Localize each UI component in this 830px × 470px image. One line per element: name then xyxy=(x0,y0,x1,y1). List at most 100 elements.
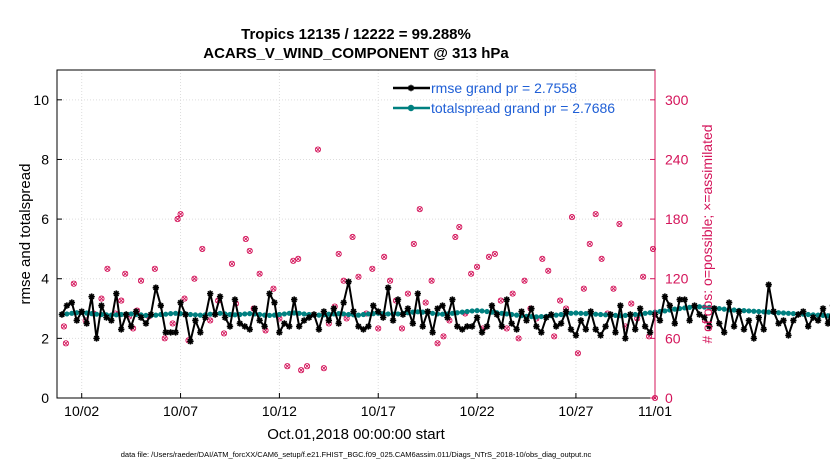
rmse-point xyxy=(666,302,674,309)
legend-marker xyxy=(407,104,415,112)
rmse-point xyxy=(636,305,644,312)
totalspread-point xyxy=(538,313,544,320)
rmse-point xyxy=(216,293,224,300)
rmse-point xyxy=(622,335,629,342)
totalspread-point xyxy=(113,312,119,318)
obs-possible-marker xyxy=(369,265,376,272)
obs-assimilated-marker xyxy=(118,298,124,304)
rmse-point xyxy=(463,323,471,330)
rmse-point xyxy=(725,299,733,306)
obs-assimilated-marker xyxy=(616,221,622,227)
rmse-point xyxy=(231,296,239,303)
obs-possible-marker xyxy=(349,233,356,241)
obs-possible-marker xyxy=(422,299,429,306)
y-tick-label: 8 xyxy=(41,151,49,167)
chart-title-line1: Tropics 12135 / 12222 = 99.288% xyxy=(241,26,471,43)
totalspread-point xyxy=(128,311,134,317)
rmse-point xyxy=(379,314,387,321)
rmse-point xyxy=(211,311,219,318)
obs-possible-marker xyxy=(428,277,435,284)
rmse-point xyxy=(533,323,540,330)
rmse-point xyxy=(419,323,426,330)
rmse-point xyxy=(162,329,169,336)
rmse-point xyxy=(350,308,357,315)
obs-possible-marker xyxy=(118,297,125,304)
obs-assimilated-marker xyxy=(640,274,646,280)
rmse-point xyxy=(800,308,807,315)
rmse-point xyxy=(93,335,100,342)
rmse-point xyxy=(291,296,298,303)
rmse-point xyxy=(409,320,417,327)
rmse-point xyxy=(696,311,703,318)
rmse-point xyxy=(740,326,748,333)
totalspread-point xyxy=(568,310,574,316)
obs-possible-marker xyxy=(199,245,206,252)
rmse-point xyxy=(98,302,105,309)
obs-possible-marker xyxy=(375,325,382,332)
obs-assimilated-marker xyxy=(593,211,599,217)
y-tick-label: 2 xyxy=(41,330,49,346)
rmse-point xyxy=(577,317,585,324)
totalspread-point xyxy=(573,310,579,316)
totalspread-point xyxy=(746,308,752,314)
rmse-point xyxy=(187,338,194,345)
grid-lines xyxy=(57,70,656,399)
rmse-point xyxy=(340,299,347,306)
rmse-point xyxy=(137,314,145,321)
rmse-point xyxy=(755,314,762,321)
obs-possible-marker xyxy=(551,333,558,340)
rmse-point xyxy=(681,296,688,303)
obs-possible-marker xyxy=(177,211,184,218)
rmse-point xyxy=(394,296,402,303)
rmse-point xyxy=(775,320,782,327)
obs-possible-marker xyxy=(284,363,291,370)
totalspread-point xyxy=(632,311,638,318)
y2-tick-label: 240 xyxy=(665,151,689,167)
obs-possible-marker xyxy=(270,285,277,292)
obs-assimilated-marker xyxy=(551,333,557,339)
rmse-point xyxy=(538,329,545,336)
rmse-point xyxy=(310,311,318,318)
obs-assimilated-marker xyxy=(405,291,411,297)
totalspread-point xyxy=(642,310,648,316)
rmse-point xyxy=(241,323,249,330)
obs-possible-marker xyxy=(491,250,498,257)
x-tick-label: 10/22 xyxy=(460,403,495,419)
obs-assimilated-marker xyxy=(429,278,435,284)
rmse-point xyxy=(103,314,110,321)
obs-possible-marker xyxy=(335,250,342,257)
totalspread-point xyxy=(785,310,792,316)
rmse-point xyxy=(572,332,580,339)
obs-possible-marker xyxy=(515,335,522,342)
rmse-point xyxy=(256,317,263,324)
chart-title-line2: ACARS_V_WIND_COMPONENT @ 313 hPa xyxy=(203,45,509,62)
totalspread-point xyxy=(173,310,179,316)
rmse-point xyxy=(404,305,412,312)
obs-possible-marker xyxy=(610,285,617,292)
rmse-point xyxy=(706,323,713,330)
totalspread-point xyxy=(459,309,465,315)
totalspread-point xyxy=(706,304,712,310)
obs-assimilated-marker xyxy=(381,254,387,260)
obs-possible-marker xyxy=(98,295,105,302)
obs-assimilated-marker xyxy=(355,274,361,280)
totalspread-point xyxy=(504,311,510,317)
obs-assimilated-marker xyxy=(575,350,581,356)
obs-assimilated-marker xyxy=(321,365,327,371)
x-tick-label: 10/02 xyxy=(64,403,99,419)
obs-assimilated-marker xyxy=(440,333,446,339)
y-tick-label: 4 xyxy=(41,271,49,287)
x-axis-label: Oct.01,2018 00:00:00 start xyxy=(267,426,445,443)
totalspread-point xyxy=(741,308,747,314)
rmse-point xyxy=(113,290,120,297)
rmse-point xyxy=(335,320,342,327)
obs-assimilated-marker xyxy=(170,320,176,326)
rmse-point xyxy=(557,320,565,327)
obs-assimilated-marker xyxy=(504,325,510,331)
obs-possible-marker xyxy=(191,275,198,282)
obs-assimilated-marker xyxy=(522,278,528,284)
totalspread-point xyxy=(197,312,203,318)
rmse-point xyxy=(68,299,76,306)
rmse-point xyxy=(305,314,313,321)
obs-possible-marker xyxy=(440,333,447,340)
